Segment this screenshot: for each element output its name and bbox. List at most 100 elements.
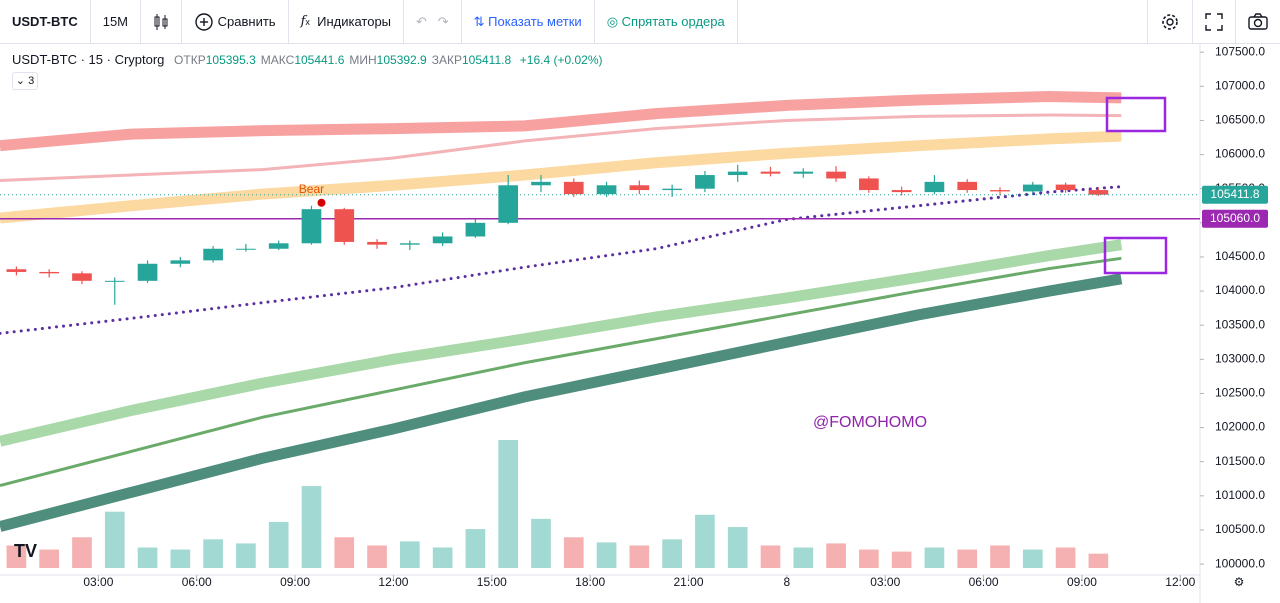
volume-bar bbox=[301, 486, 322, 568]
indicator-line bbox=[0, 113, 1122, 183]
y-tick-label: 106000.0 bbox=[1215, 147, 1265, 161]
candle-body bbox=[695, 175, 715, 189]
volume-bar bbox=[6, 545, 27, 568]
x-tick-label: 8 bbox=[784, 575, 791, 589]
y-tick-label: 102000.0 bbox=[1215, 420, 1265, 434]
symbol: USDT-BTC bbox=[12, 14, 78, 29]
candle-body bbox=[236, 248, 256, 250]
x-tick-label: 03:00 bbox=[83, 575, 113, 589]
legend: USDT-BTC · 15 · Cryptorg ОТКР105395.3 МАК… bbox=[12, 52, 603, 67]
change: +16.4 (+0.02%) bbox=[519, 53, 603, 67]
candle-body bbox=[6, 269, 27, 272]
y-tick-label: 107000.0 bbox=[1215, 78, 1265, 92]
candle-body bbox=[596, 185, 617, 195]
y-tick-label: 104500.0 bbox=[1215, 249, 1265, 263]
chart-type-button[interactable] bbox=[141, 0, 183, 44]
x-tick-label: 21:00 bbox=[674, 575, 704, 589]
volume-bar bbox=[400, 541, 420, 568]
indicator-line bbox=[0, 256, 1122, 488]
compare-button[interactable]: Сравнить bbox=[182, 0, 289, 44]
indicator-toggle[interactable]: ⌄ 3 bbox=[12, 72, 38, 90]
candle-body bbox=[924, 181, 945, 193]
indicator-line bbox=[0, 239, 1123, 447]
candle-body bbox=[1055, 184, 1076, 191]
candle-body bbox=[793, 171, 814, 174]
volume-bar bbox=[236, 543, 256, 568]
candle-body bbox=[137, 263, 158, 281]
price-label: 105411.8 bbox=[1210, 187, 1259, 201]
ohlc: ОТКР105395.3 МАКС105441.6 МИН105392.9 ЗАКР1… bbox=[174, 53, 516, 67]
snapshot-button[interactable] bbox=[1236, 0, 1280, 44]
indicator-line bbox=[0, 130, 1122, 224]
x-tick-label: 09:00 bbox=[280, 575, 310, 589]
y-tick-label: 103000.0 bbox=[1215, 351, 1265, 365]
show-marks-button[interactable]: ⇅ Показать метки bbox=[462, 0, 595, 44]
candle-body bbox=[268, 243, 289, 249]
volume-bar bbox=[859, 549, 879, 568]
y-tick-label: 106500.0 bbox=[1215, 113, 1265, 127]
volume-bar bbox=[957, 549, 978, 568]
candle-body bbox=[859, 178, 879, 191]
volume-bar bbox=[891, 551, 912, 568]
x-tick-label: 12:00 bbox=[378, 575, 408, 589]
candle-body bbox=[957, 181, 978, 191]
symbol-button[interactable]: USDT-BTC bbox=[0, 0, 91, 44]
axis-settings: ⚙ bbox=[1234, 575, 1245, 589]
candle-body bbox=[465, 222, 486, 237]
ohlc-value: 105395.3 bbox=[205, 53, 256, 67]
indicators: Индикаторы bbox=[317, 14, 392, 29]
volume-bar bbox=[662, 539, 682, 568]
volume-bar bbox=[1088, 553, 1109, 568]
highlight-box bbox=[1105, 96, 1167, 133]
candle-body bbox=[760, 171, 781, 174]
settings-button[interactable] bbox=[1147, 0, 1193, 44]
gear-icon bbox=[1162, 13, 1178, 30]
volume-bar bbox=[793, 547, 814, 568]
ohlc-label: ЗАКР bbox=[431, 53, 462, 67]
fullscreen-icon bbox=[1205, 12, 1223, 31]
candle-body bbox=[72, 273, 92, 281]
volume-bar bbox=[563, 537, 584, 568]
x-tick-label: 18:00 bbox=[575, 575, 605, 589]
candle-body bbox=[170, 260, 191, 264]
x-tick-label: 12:00 bbox=[1165, 575, 1195, 589]
candle-body bbox=[498, 185, 519, 223]
undo-redo[interactable]: ↶ ↷ bbox=[404, 0, 462, 44]
volume-bar bbox=[629, 545, 650, 568]
volume-bar bbox=[268, 521, 289, 568]
y-tick-label: 100500.0 bbox=[1215, 522, 1265, 536]
x-tick-label: 06:00 bbox=[182, 575, 212, 589]
compare: Сравнить bbox=[217, 14, 276, 29]
ohlc-label: ОТКР bbox=[174, 53, 206, 67]
volume-bar bbox=[760, 545, 781, 568]
y-tick-label: 104000.0 bbox=[1215, 283, 1265, 297]
watermark: @FOMOHOMO bbox=[813, 414, 928, 431]
fullscreen-button[interactable] bbox=[1193, 0, 1236, 44]
annotation: Bear bbox=[299, 182, 324, 196]
candle-body bbox=[367, 241, 387, 245]
interval-button[interactable]: 15M bbox=[91, 0, 142, 44]
y-tick-label: 103500.0 bbox=[1215, 317, 1265, 331]
volume-bar bbox=[695, 514, 715, 568]
show-marks: Показать метки bbox=[488, 14, 582, 29]
volume-bar bbox=[924, 547, 945, 568]
hide-orders-button[interactable]: ◎ Спрятать ордера bbox=[595, 0, 738, 44]
indicator-count: 3 bbox=[28, 75, 35, 87]
candle-body bbox=[301, 209, 322, 244]
price-label-bg bbox=[1202, 209, 1268, 228]
candle-body bbox=[39, 271, 60, 274]
volume-bar bbox=[432, 547, 453, 568]
ohlc-value: 105441.6 bbox=[294, 53, 345, 67]
volume-bar bbox=[596, 542, 617, 568]
volume-bar bbox=[334, 537, 355, 568]
x-tick-label: 15:00 bbox=[477, 575, 507, 589]
volume-bar bbox=[72, 537, 92, 568]
candle-body bbox=[727, 171, 748, 176]
candle-body bbox=[400, 243, 420, 245]
y-tick-label: 100000.0 bbox=[1215, 556, 1265, 570]
volume-bar bbox=[990, 545, 1010, 568]
ohlc-value: 105411.8 bbox=[461, 53, 512, 67]
